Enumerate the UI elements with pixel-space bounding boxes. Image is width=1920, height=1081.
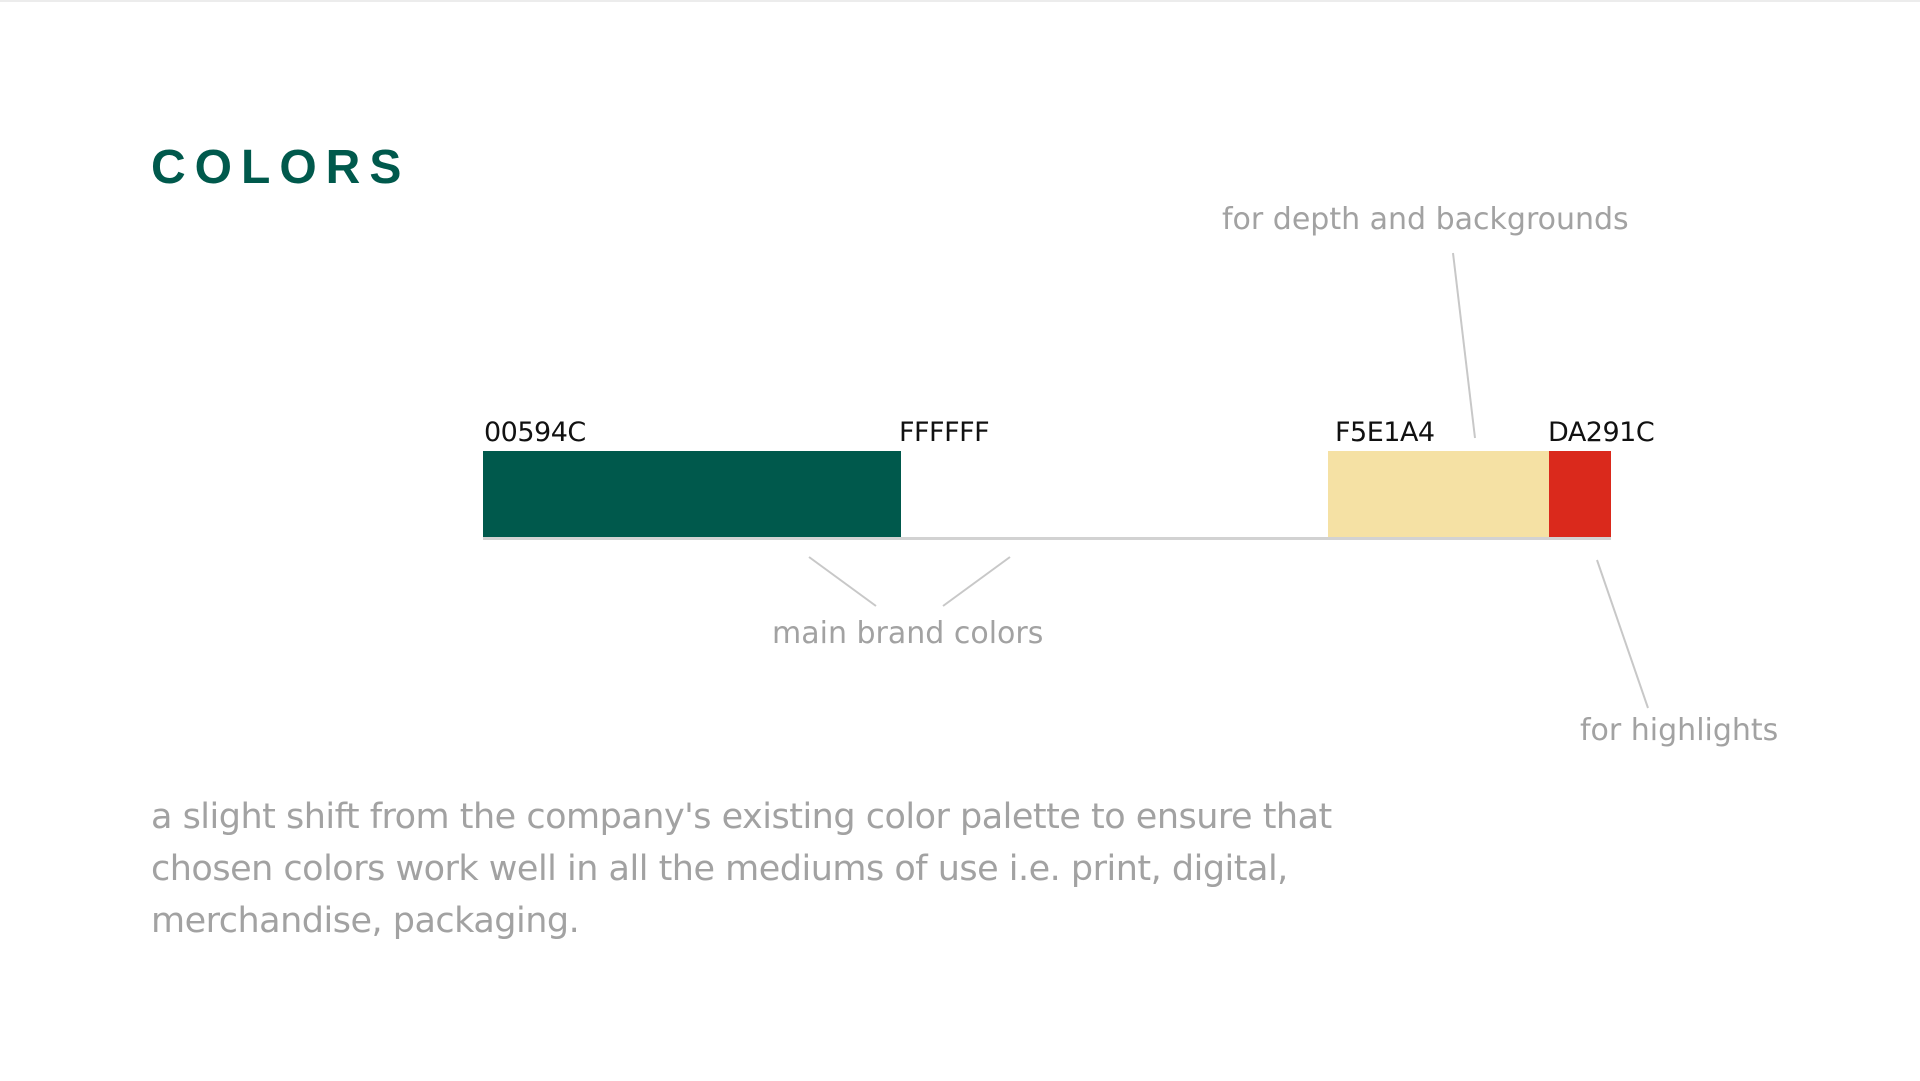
palette-description: a slight shift from the company's existi… bbox=[151, 797, 1332, 941]
swatch-baseline bbox=[483, 537, 1611, 540]
annotation-main-brand: main brand colors bbox=[772, 616, 1044, 651]
hex-label-white: FFFFFF bbox=[899, 417, 990, 448]
hex-label-red: DA291C bbox=[1548, 417, 1655, 448]
page-title: COLORS bbox=[151, 141, 411, 194]
leader-line-brand-right bbox=[942, 556, 1011, 607]
swatch-green bbox=[483, 451, 901, 539]
top-divider bbox=[0, 0, 1920, 2]
annotation-highlights: for highlights bbox=[1580, 713, 1779, 748]
hex-label-cream: F5E1A4 bbox=[1335, 417, 1435, 448]
leader-line-highlights bbox=[1596, 559, 1649, 709]
swatch-white bbox=[901, 451, 1328, 539]
annotation-depth-backgrounds: for depth and backgrounds bbox=[1222, 202, 1629, 237]
leader-line-brand-left bbox=[808, 556, 877, 607]
swatch-cream bbox=[1328, 451, 1549, 539]
swatch-red bbox=[1549, 451, 1611, 539]
leader-line-depth bbox=[1452, 252, 1476, 439]
hex-label-green: 00594C bbox=[484, 417, 586, 448]
